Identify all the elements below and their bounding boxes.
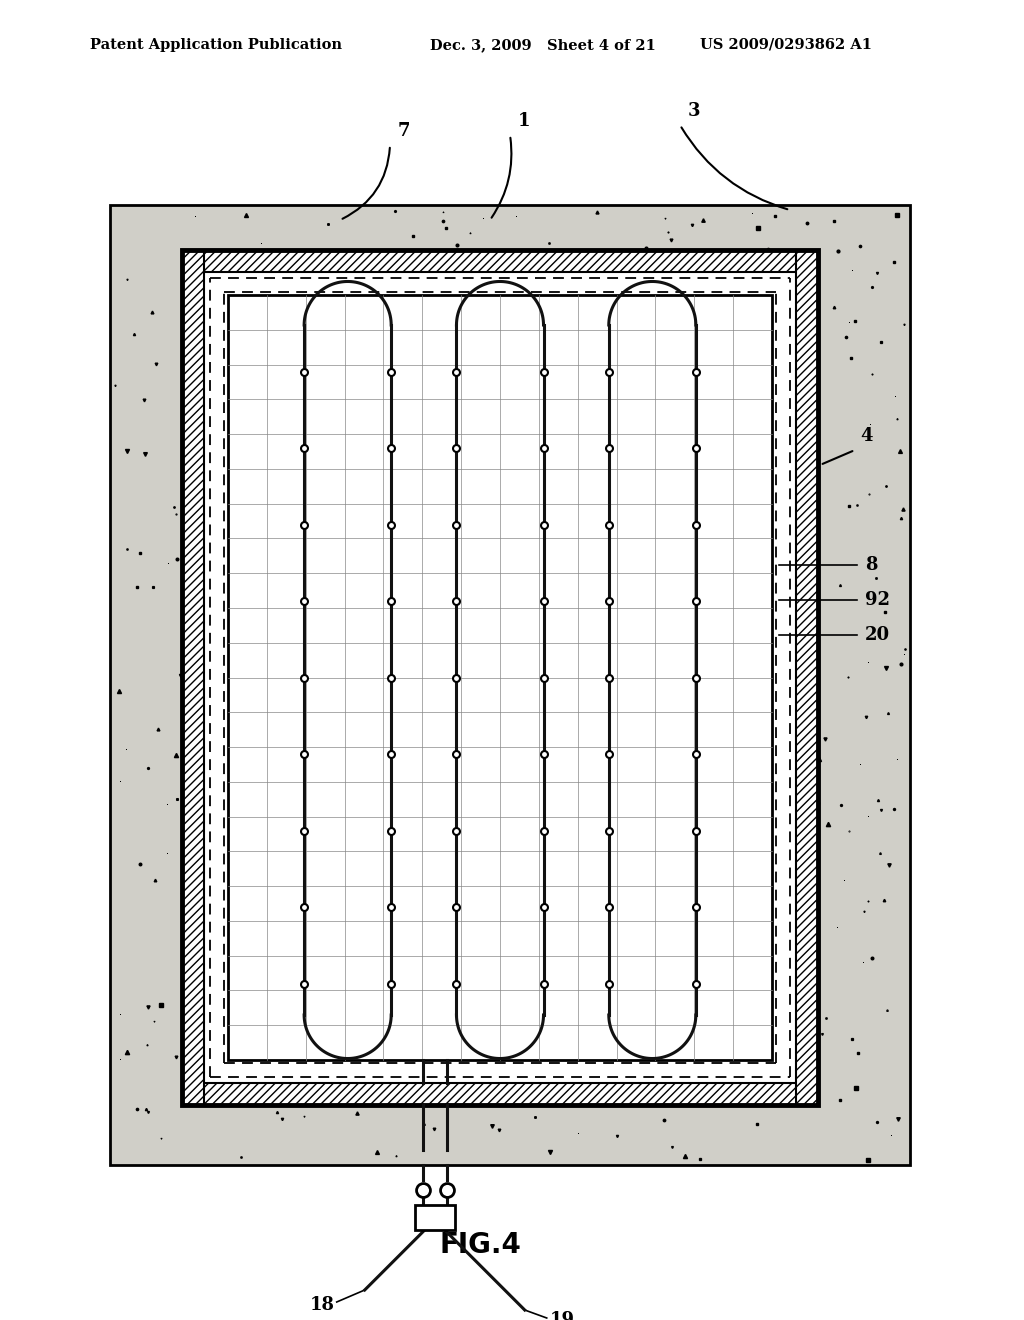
Text: 19: 19 — [550, 1311, 574, 1320]
Text: 92: 92 — [865, 591, 890, 609]
Text: Patent Application Publication: Patent Application Publication — [90, 38, 342, 51]
Bar — [228, 294, 772, 1060]
Text: 1: 1 — [518, 112, 530, 129]
Bar — [182, 249, 818, 1105]
Bar — [796, 249, 818, 1105]
Text: 3: 3 — [688, 102, 700, 120]
Text: 18: 18 — [309, 1296, 335, 1313]
Text: 4: 4 — [860, 426, 872, 445]
Text: US 2009/0293862 A1: US 2009/0293862 A1 — [700, 38, 872, 51]
Text: FIG.4: FIG.4 — [439, 1232, 521, 1259]
Text: Dec. 3, 2009   Sheet 4 of 21: Dec. 3, 2009 Sheet 4 of 21 — [430, 38, 656, 51]
Text: 20: 20 — [865, 626, 890, 644]
Text: 8: 8 — [865, 556, 878, 574]
Bar — [415, 1205, 455, 1230]
Bar — [110, 205, 910, 1166]
Bar — [182, 249, 818, 272]
Bar — [182, 249, 204, 1105]
Text: 7: 7 — [398, 121, 411, 140]
Bar — [182, 249, 818, 1105]
Bar — [182, 1082, 818, 1105]
